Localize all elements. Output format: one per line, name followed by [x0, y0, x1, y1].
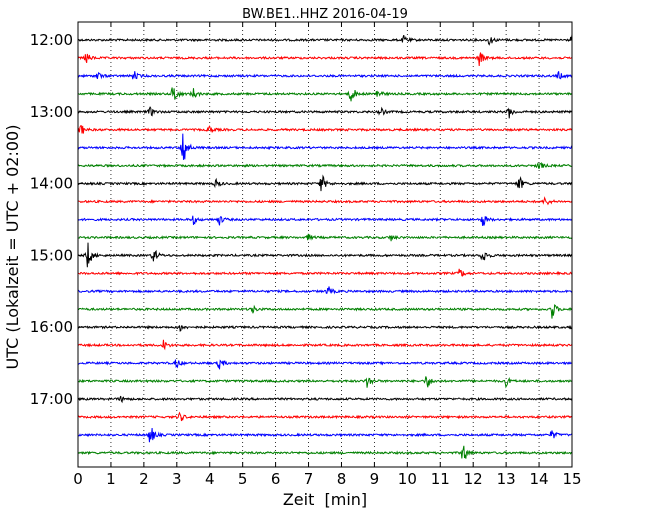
- x-tick-label: 0: [73, 470, 83, 488]
- trace-line: [77, 52, 573, 67]
- x-tick-label: 8: [337, 470, 347, 488]
- x-tick-label: 3: [172, 470, 182, 488]
- trace-line: [77, 196, 573, 206]
- trace-line: [77, 34, 573, 46]
- trace-line: [77, 411, 573, 422]
- trace-line: [77, 395, 573, 404]
- trace-line: [77, 125, 573, 134]
- y-tick-label: 16:00: [30, 318, 73, 336]
- x-tick-label: 10: [398, 470, 417, 488]
- x-tick-label: 6: [271, 470, 281, 488]
- trace-line: [77, 324, 573, 332]
- x-tick-label: 13: [497, 470, 516, 488]
- x-tick-label: 7: [304, 470, 314, 488]
- x-axis-label: Zeit [min]: [283, 490, 367, 509]
- trace-line: [77, 427, 573, 443]
- x-tick-label: 12: [464, 470, 483, 488]
- trace-line: [77, 174, 573, 192]
- y-axis-label: UTC (Lokalzeit = UTC + 02:00): [3, 125, 22, 370]
- x-tick-label: 9: [370, 470, 380, 488]
- y-tick-label: 12:00: [30, 31, 73, 49]
- plot-area: [78, 22, 572, 467]
- y-axis-ticks: 12:00 13:00 14:00 15:00 16:00 17:00: [30, 31, 572, 408]
- trace-line: [77, 133, 573, 160]
- trace-line: [77, 242, 573, 268]
- trace-line: [77, 71, 573, 80]
- chart-title: BW.BE1..HHZ 2016-04-19: [242, 7, 408, 22]
- x-tick-label: 14: [530, 470, 549, 488]
- trace-line: [77, 286, 573, 295]
- trace-line: [77, 268, 573, 277]
- trace-line: [77, 87, 573, 102]
- x-tick-label: 2: [139, 470, 149, 488]
- x-tick-label: 15: [562, 470, 581, 488]
- x-tick-label: 4: [205, 470, 215, 488]
- trace-line: [77, 233, 573, 242]
- trace-line: [77, 445, 573, 459]
- y-tick-label: 14:00: [30, 175, 73, 193]
- trace-line: [77, 359, 573, 370]
- trace-line: [77, 161, 573, 169]
- x-tick-label: 1: [106, 470, 116, 488]
- y-tick-label: 15:00: [30, 246, 73, 264]
- x-axis-ticks: 0 1 2 3 4 5 6 7 8 9 10 11 12 13 14 15: [73, 22, 582, 488]
- x-tick-label: 11: [431, 470, 450, 488]
- trace-line: [77, 376, 573, 389]
- y-tick-label: 13:00: [30, 103, 73, 121]
- trace-line: [77, 106, 573, 119]
- y-tick-label: 17:00: [30, 390, 73, 408]
- trace-line: [77, 215, 573, 226]
- plot-frame: [77, 21, 573, 468]
- trace-line: [77, 304, 573, 319]
- trace-line: [77, 339, 573, 351]
- traces: [77, 34, 573, 459]
- x-tick-label: 5: [238, 470, 248, 488]
